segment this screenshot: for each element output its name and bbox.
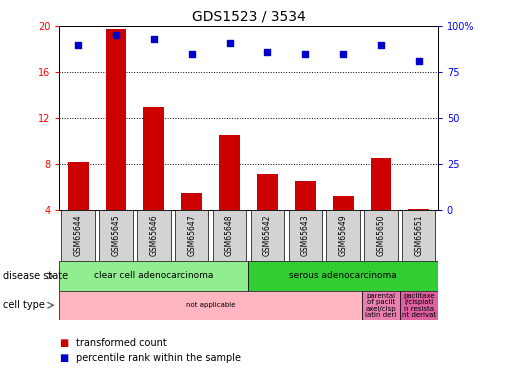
Text: disease state: disease state <box>3 271 67 281</box>
Bar <box>295 181 316 210</box>
Bar <box>248 261 438 291</box>
Point <box>339 51 347 57</box>
Bar <box>99 210 133 261</box>
Text: GSM65644: GSM65644 <box>74 214 82 256</box>
Bar <box>408 209 429 210</box>
Text: GSM65649: GSM65649 <box>339 214 348 256</box>
Title: GDS1523 / 3534: GDS1523 / 3534 <box>192 10 305 24</box>
Bar <box>257 174 278 210</box>
Bar <box>400 291 438 320</box>
Bar <box>402 210 436 261</box>
Text: GSM65648: GSM65648 <box>225 214 234 256</box>
Text: GSM65651: GSM65651 <box>415 214 423 256</box>
Bar <box>371 158 391 210</box>
Text: GSM65642: GSM65642 <box>263 214 272 256</box>
Bar <box>288 210 322 261</box>
Point <box>74 42 82 48</box>
Bar <box>68 162 89 210</box>
Point <box>112 33 120 39</box>
Bar <box>219 135 240 210</box>
Bar <box>106 28 126 210</box>
Text: ■: ■ <box>59 353 68 363</box>
Text: GSM65645: GSM65645 <box>112 214 121 256</box>
Bar <box>61 210 95 261</box>
Bar <box>364 210 398 261</box>
Point <box>187 51 196 57</box>
Bar <box>175 210 209 261</box>
Point <box>150 36 158 42</box>
Text: cell type: cell type <box>3 300 44 310</box>
Bar <box>333 196 353 210</box>
Point <box>263 49 271 55</box>
Bar <box>144 106 164 210</box>
Bar <box>59 261 248 291</box>
Point <box>377 42 385 48</box>
Bar <box>213 210 246 261</box>
Point <box>226 40 234 46</box>
Text: GSM65650: GSM65650 <box>376 214 385 256</box>
Bar <box>327 210 360 261</box>
Bar <box>137 210 170 261</box>
Point <box>301 51 310 57</box>
Bar <box>181 193 202 210</box>
Text: GSM65646: GSM65646 <box>149 214 158 256</box>
Text: parental
of paclit
axel/cisp
latin deri: parental of paclit axel/cisp latin deri <box>365 292 397 318</box>
Text: clear cell adenocarcinoma: clear cell adenocarcinoma <box>94 272 214 280</box>
Text: serous adenocarcinoma: serous adenocarcinoma <box>289 272 397 280</box>
Text: transformed count: transformed count <box>76 338 166 348</box>
Text: ■: ■ <box>59 338 68 348</box>
Text: paclitaxe
l/cisplati
n resista
nt derivat: paclitaxe l/cisplati n resista nt deriva… <box>402 292 436 318</box>
Text: not applicable: not applicable <box>186 302 235 308</box>
Text: GSM65647: GSM65647 <box>187 214 196 256</box>
Bar <box>362 291 400 320</box>
Text: GSM65643: GSM65643 <box>301 214 310 256</box>
Text: percentile rank within the sample: percentile rank within the sample <box>76 353 241 363</box>
Bar <box>59 291 362 320</box>
Point <box>415 58 423 64</box>
Bar <box>251 210 284 261</box>
